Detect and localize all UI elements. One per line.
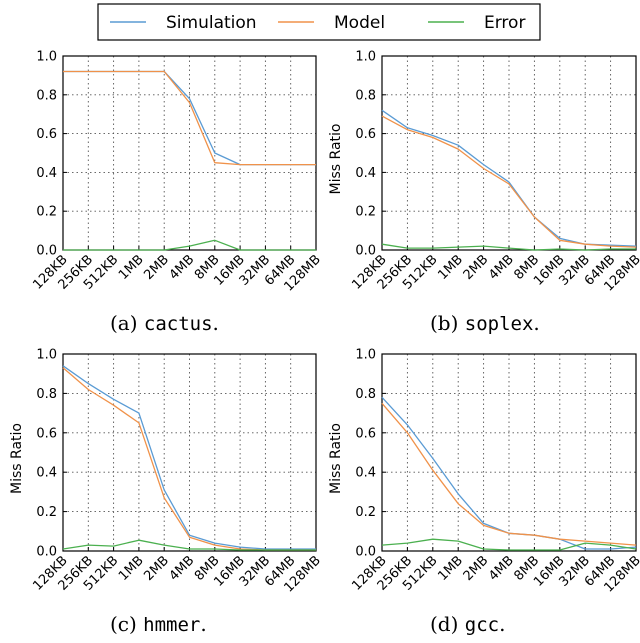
- panel-caption: (d) gcc.: [430, 612, 505, 636]
- series-line-model: [63, 70, 316, 166]
- legend-label-error: Error: [484, 13, 525, 33]
- y-tick-label: 0.0: [36, 545, 57, 560]
- series-line-simulation: [62, 365, 316, 550]
- y-tick-label: 0.2: [355, 505, 376, 520]
- panel-a: 0.00.20.40.60.81.0128KB256KB512KB1MB2MB4…: [30, 50, 323, 336]
- series-line-model: [381, 402, 637, 546]
- panel-caption: (a) cactus.: [110, 311, 219, 335]
- x-tick-label: 1MB: [116, 252, 147, 283]
- y-tick-label: 0.6: [36, 426, 57, 441]
- x-tick-label: 4MB: [486, 553, 517, 584]
- x-tick-label: 4MB: [167, 553, 198, 584]
- y-tick-label: 0.0: [355, 545, 376, 560]
- legend: Simulation Model Error: [97, 3, 541, 41]
- panel-caption: (b) soplex.: [430, 311, 540, 335]
- chart-panels: 0.00.20.40.60.81.0128KB256KB512KB1MB2MB4…: [9, 50, 640, 637]
- series-line-error: [63, 239, 316, 251]
- y-axis-label: Miss Ratio: [328, 423, 344, 494]
- y-tick-label: 0.0: [355, 244, 376, 259]
- y-tick-label: 0.8: [36, 88, 57, 103]
- y-tick-label: 0.6: [355, 127, 376, 142]
- y-tick-label: 0.4: [355, 166, 376, 181]
- y-tick-label: 0.2: [36, 205, 57, 220]
- panel-caption: (c) hmmer.: [110, 612, 207, 636]
- y-tick-label: 0.8: [355, 387, 376, 402]
- y-tick-label: 1.0: [36, 348, 57, 363]
- y-axis-label: Miss Ratio: [328, 124, 344, 195]
- x-tick-label: 2MB: [461, 553, 492, 584]
- x-tick-label: 2MB: [141, 553, 172, 584]
- y-tick-label: 0.6: [36, 127, 57, 142]
- y-tick-label: 0.4: [36, 466, 57, 481]
- y-tick-label: 1.0: [355, 348, 376, 363]
- y-tick-label: 0.4: [355, 466, 376, 481]
- y-tick-label: 0.8: [355, 88, 376, 103]
- y-tick-label: 0.4: [36, 166, 57, 181]
- x-tick-label: 2MB: [141, 252, 172, 283]
- legend-label-model: Model: [334, 13, 385, 33]
- series-line-model: [381, 115, 637, 248]
- y-tick-label: 0.0: [36, 244, 57, 259]
- legend-label-simulation: Simulation: [166, 13, 257, 33]
- y-tick-label: 1.0: [355, 50, 376, 65]
- series-line-error: [381, 243, 636, 251]
- plot-frame: [62, 55, 317, 251]
- y-tick-label: 0.2: [36, 505, 57, 520]
- y-tick-label: 0.8: [36, 387, 57, 402]
- x-tick-label: 1MB: [116, 553, 147, 584]
- x-tick-label: 1MB: [435, 252, 466, 283]
- y-axis-label: Miss Ratio: [9, 423, 25, 494]
- y-tick-label: 0.2: [355, 205, 376, 220]
- legend-frame: [97, 3, 541, 41]
- x-tick-label: 1MB: [435, 553, 466, 584]
- x-tick-label: 2MB: [461, 252, 492, 283]
- x-tick-label: 4MB: [167, 252, 198, 283]
- y-tick-label: 0.6: [355, 426, 376, 441]
- x-tick-label: 4MB: [486, 252, 517, 283]
- plot-frame: [381, 55, 637, 251]
- series-line-error: [62, 539, 316, 551]
- y-tick-label: 1.0: [36, 50, 57, 65]
- series-line-error: [381, 538, 637, 551]
